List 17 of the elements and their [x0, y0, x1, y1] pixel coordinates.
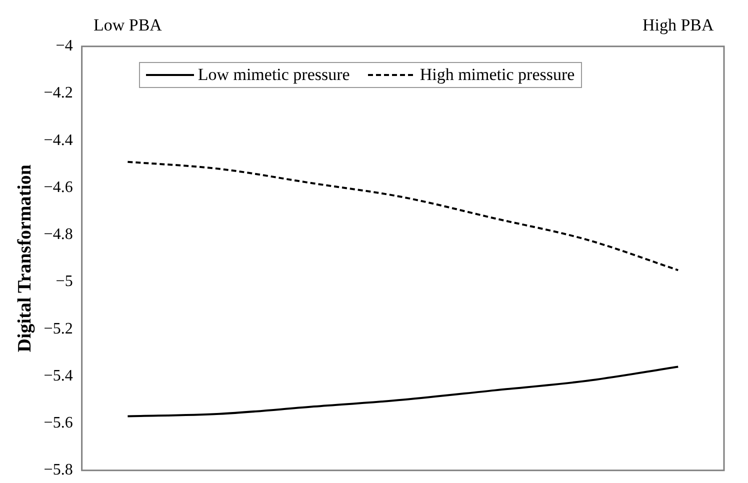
y-tick-label: −4.8 — [44, 226, 73, 244]
y-tick-label: −4.2 — [44, 84, 73, 102]
y-tick-label: −5.6 — [44, 414, 73, 432]
line-series — [126, 366, 680, 418]
line-series — [126, 160, 680, 272]
legend-label: High mimetic pressure — [420, 65, 575, 86]
x-tick-label: Low PBA — [93, 16, 163, 35]
y-tick-label: −5.4 — [44, 367, 73, 384]
y-tick-label: −5 — [56, 273, 73, 290]
y-tick-label: −5.2 — [44, 320, 73, 338]
y-tick-label: −4.4 — [44, 132, 73, 149]
y-tick-label: −4 — [56, 38, 73, 55]
y-tick-label: −5.8 — [44, 462, 73, 479]
x-tick-label: High PBA — [642, 16, 715, 35]
y-tick-label: −4.6 — [44, 178, 73, 196]
y-axis-title: Digital Transformation — [14, 164, 36, 352]
legend-label: Low mimetic pressure — [198, 65, 350, 86]
